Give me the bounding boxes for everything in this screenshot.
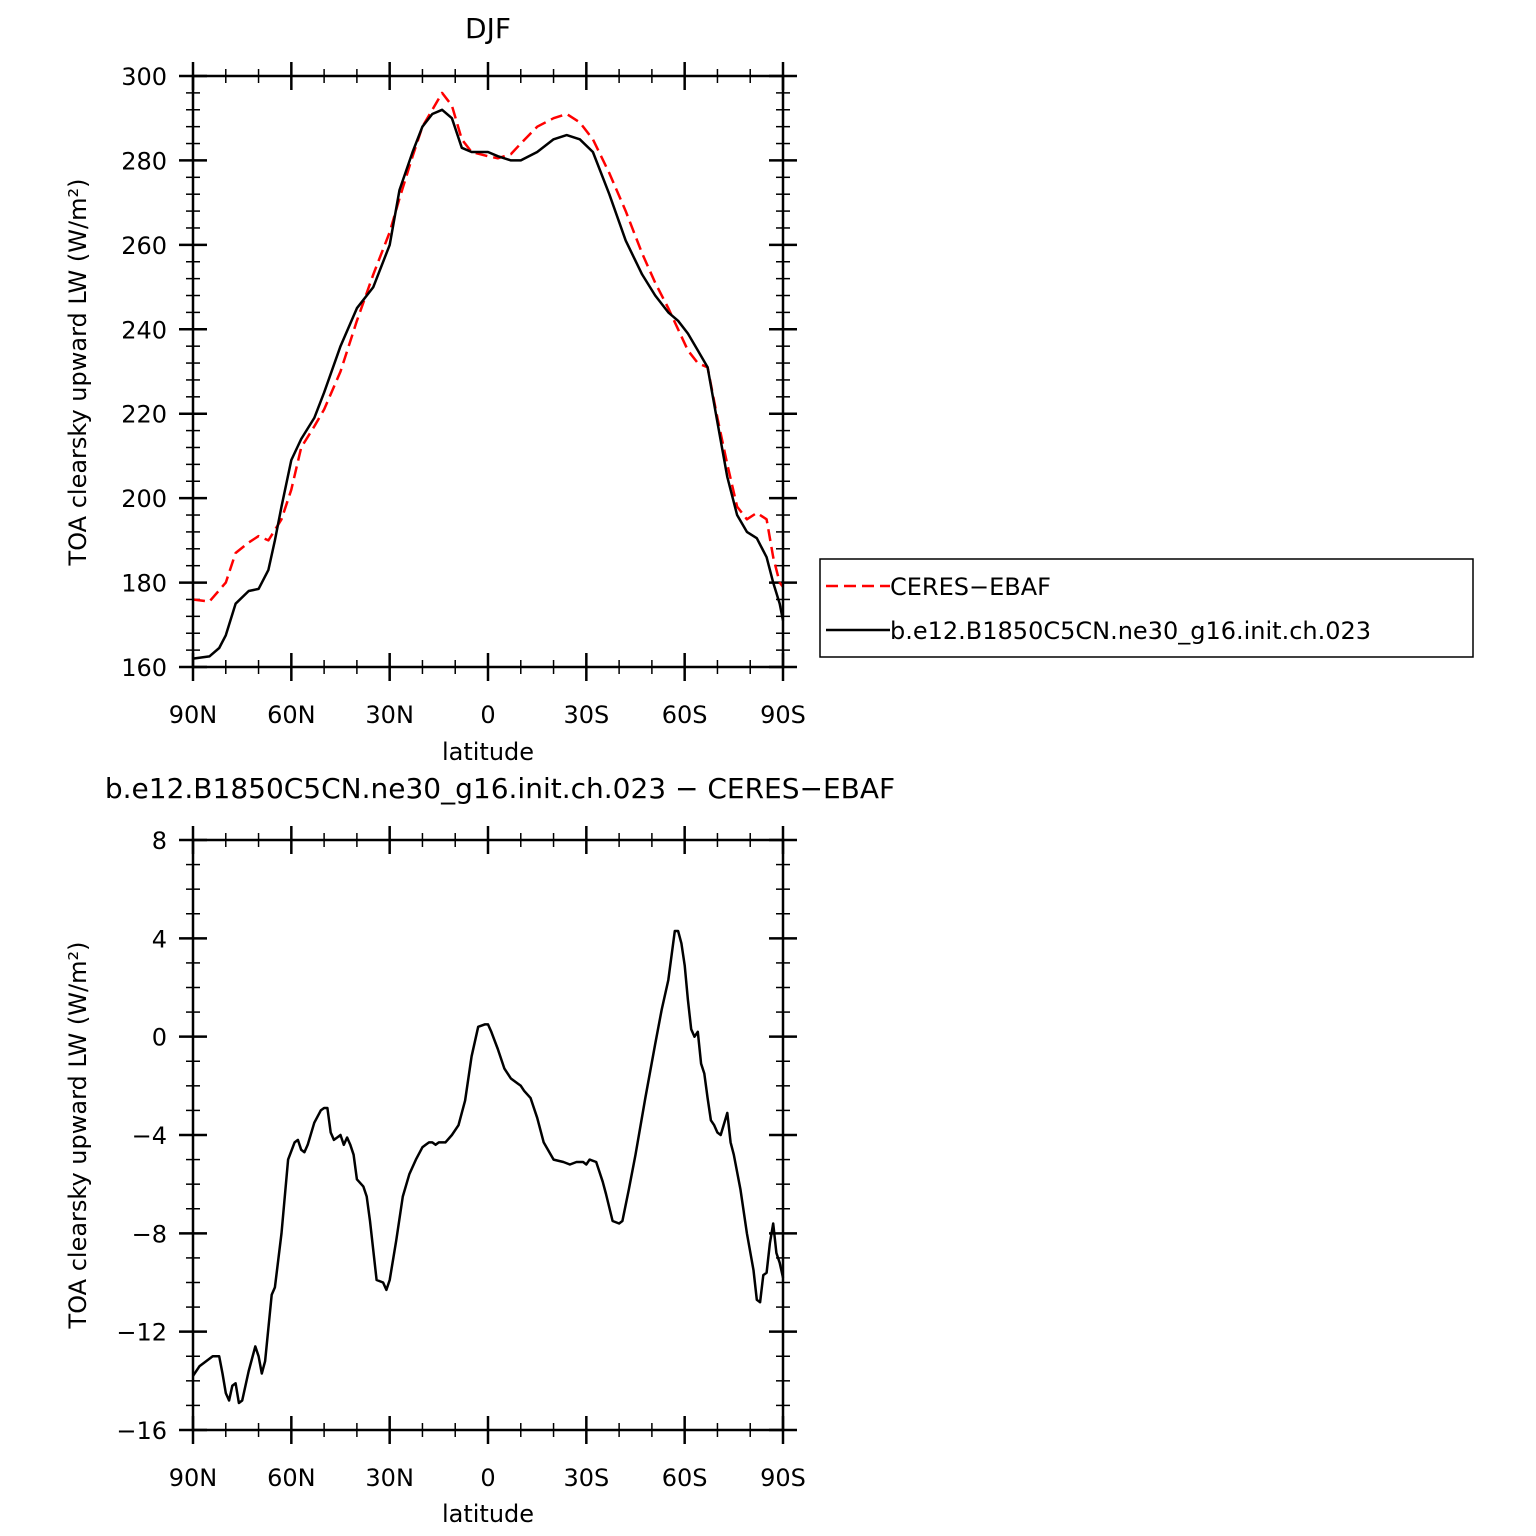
top-y-tick-label: 300 — [121, 63, 167, 91]
top-series-line-2 — [192, 108, 785, 660]
legend-box — [819, 558, 1474, 658]
bottom-x-tick-labels: 90N 60N 30N 0 30S 60S 90S — [169, 1464, 806, 1492]
top-x-tick-label: 30N — [365, 701, 414, 729]
bottom-series-line-1 — [191, 929, 785, 1405]
bottom-y-tick-label: −8 — [132, 1220, 167, 1248]
top-x-tick-label: 30S — [563, 701, 609, 729]
bottom-y-tick-label: −12 — [116, 1319, 167, 1347]
bottom-y-tick-labels: −16 −12 −8 −4 0 4 8 — [116, 827, 167, 1445]
top-x-tick-label: 90N — [169, 701, 218, 729]
bottom-x-tick-label: 60S — [662, 1464, 708, 1492]
bottom-y-tick-label: 4 — [152, 925, 167, 953]
top-series-line-1 — [192, 91, 784, 603]
top-y-tick-label: 220 — [121, 401, 167, 429]
bottom-y-tick-label: −4 — [132, 1122, 167, 1150]
top-y-tick-label: 260 — [121, 232, 167, 260]
bottom-ticks — [179, 826, 797, 1444]
top-plot-frame — [191, 74, 785, 669]
top-y-tick-label: 240 — [121, 316, 167, 344]
top-y-tick-label: 180 — [121, 570, 167, 598]
bottom-x-axis-title: latitude — [442, 1500, 534, 1528]
top-y-tick-label: 160 — [121, 654, 167, 682]
top-x-tick-label: 60S — [662, 701, 708, 729]
bottom-y-axis-title: TOA clearsky upward LW (W/m²) — [64, 942, 92, 1330]
bottom-y-tick-label: 8 — [152, 827, 167, 855]
bottom-x-tick-label: 30S — [563, 1464, 609, 1492]
bottom-x-tick-label: 90S — [760, 1464, 806, 1492]
legend: CERES−EBAF b.e12.B1850C5CN.ne30_g16.init… — [819, 558, 1474, 658]
top-y-tick-labels: 160 180 200 220 240 260 280 300 — [121, 63, 167, 682]
top-panel: DJF 160 180 200 220 240 260 280 300 90N 60N 30N 0 3… — [64, 12, 1474, 766]
bottom-y-tick-label: 0 — [152, 1024, 167, 1052]
top-x-tick-label: 0 — [480, 701, 495, 729]
top-y-axis-title: TOA clearsky upward LW (W/m²) — [64, 179, 92, 567]
top-ticks — [179, 62, 797, 681]
legend-label-ceres: CERES−EBAF — [890, 573, 1051, 601]
top-y-tick-label: 280 — [121, 147, 167, 175]
top-x-axis-title: latitude — [442, 738, 534, 766]
bottom-y-tick-label: −16 — [116, 1417, 167, 1445]
top-x-tick-labels: 90N 60N 30N 0 30S 60S 90S — [169, 701, 806, 729]
bottom-plot-frame — [191, 838, 785, 1432]
top-x-tick-label: 60N — [267, 701, 316, 729]
bottom-x-tick-label: 60N — [267, 1464, 316, 1492]
bottom-series-group — [191, 929, 785, 1405]
legend-label-model: b.e12.B1850C5CN.ne30_g16.init.ch.023 — [890, 617, 1371, 645]
bottom-x-tick-label: 0 — [480, 1464, 495, 1492]
bottom-plot-title: b.e12.B1850C5CN.ne30_g16.init.ch.023 − C… — [105, 772, 895, 805]
top-y-tick-label: 200 — [121, 485, 167, 513]
top-series-group — [192, 91, 785, 660]
top-plot-title: DJF — [465, 12, 511, 45]
bottom-x-tick-label: 90N — [169, 1464, 218, 1492]
top-x-tick-label: 90S — [760, 701, 806, 729]
bottom-panel: b.e12.B1850C5CN.ne30_g16.init.ch.023 − C… — [64, 772, 895, 1528]
bottom-x-tick-label: 30N — [365, 1464, 414, 1492]
